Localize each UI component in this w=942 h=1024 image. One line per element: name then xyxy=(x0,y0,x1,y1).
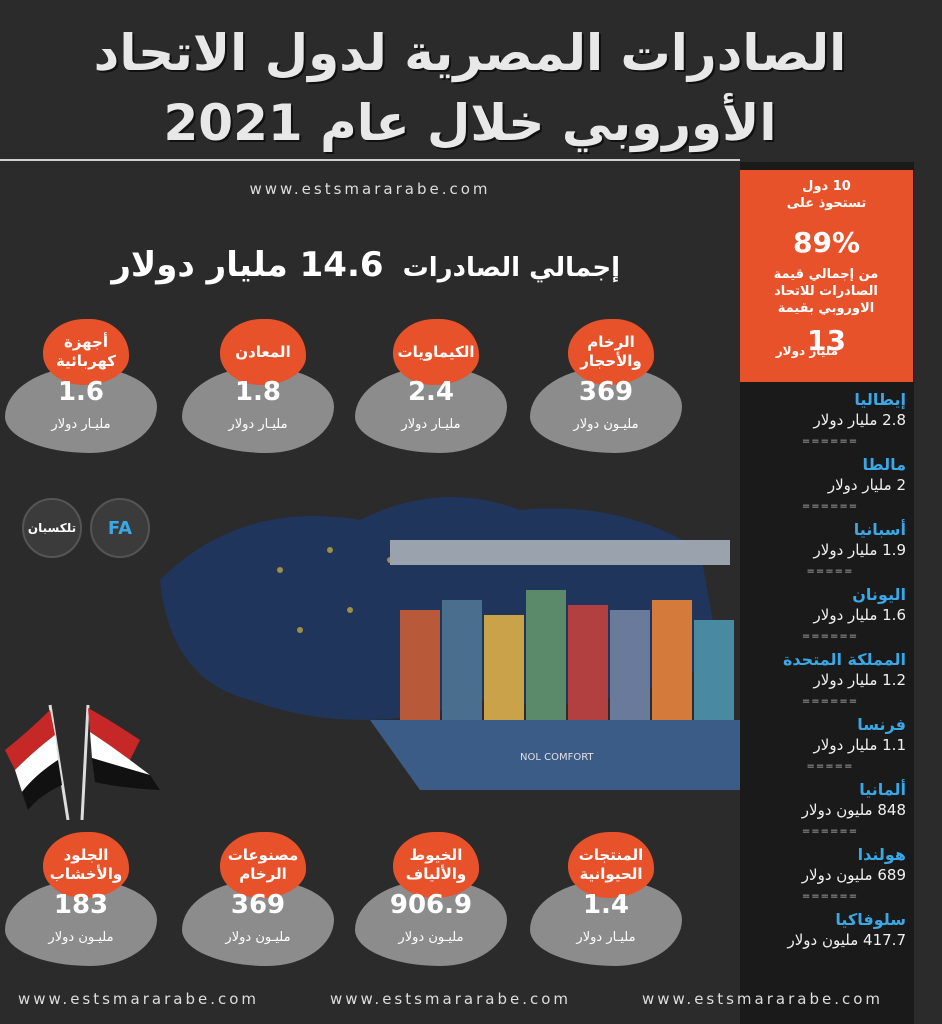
title-line-1: الصادرات المصرية لدول الاتحاد xyxy=(93,24,847,82)
separator: ===== xyxy=(806,566,854,577)
card-label: الرخام والأحجار xyxy=(568,319,654,385)
card-unit: مليـار دولار xyxy=(228,417,288,432)
card-unit: مليـار دولار xyxy=(576,930,636,945)
divider xyxy=(0,159,740,161)
separator: ====== xyxy=(801,501,859,512)
card-value: 369 xyxy=(230,890,286,920)
card-label: المنتجات الحيوانية xyxy=(568,832,654,898)
country-france: فرنسا 1.1 مليار دولار xyxy=(813,715,906,754)
estsmar-logo: FA xyxy=(90,498,150,558)
card-electrical-devices: أجهزة كهربائية 1.6 مليـار دولار xyxy=(5,319,165,477)
telexban-logo: تلكسبان xyxy=(22,498,82,558)
card-value: 369 xyxy=(578,377,634,407)
total-label: إجمالي الصادرات xyxy=(402,253,620,283)
country-slovakia: سلوفاكيا 417.7 مليون دولار xyxy=(787,910,906,949)
separator: ====== xyxy=(801,826,859,837)
website-bottom-2: www.estsmararabe.com xyxy=(330,990,572,1008)
highlight-description: من إجمالي قيمة الصادرات للاتحاد الاوروبي… xyxy=(773,267,879,316)
card-value: 1.4 xyxy=(582,890,630,920)
highlight-count: 10 دول تستحوذ على xyxy=(786,179,867,211)
card-value: 2.4 xyxy=(407,377,455,407)
card-label: المعادن xyxy=(220,319,306,385)
highlight-percent: 89% xyxy=(792,226,861,259)
total-exports: إجمالي الصادرات 14.6 مليار دولار xyxy=(60,245,620,285)
page-title: الصادرات المصرية لدول الاتحاد الأوروبي خ… xyxy=(40,18,900,158)
highlight-amount-unit: مليار دولار xyxy=(775,344,838,358)
card-marble-products: مصنوعات الرخام 369 مليـون دولار xyxy=(182,832,342,990)
card-unit: مليـون دولار xyxy=(48,930,114,945)
separator: ====== xyxy=(801,631,859,642)
card-label: أجهزة كهربائية xyxy=(43,319,129,385)
highlight-amount: 13 xyxy=(807,324,846,357)
card-leather-wood: الجلود والأخشاب 183 مليـون دولار xyxy=(5,832,165,990)
separator: ====== xyxy=(801,436,859,447)
card-metals: المعادن 1.8 مليـار دولار xyxy=(182,319,342,477)
country-malta: مالطا 2 مليار دولار xyxy=(827,455,906,494)
country-netherlands: هولندا 689 مليون دولار xyxy=(801,845,906,884)
country-greece: اليونان 1.6 مليار دولار xyxy=(813,585,906,624)
card-unit: مليـون دولار xyxy=(225,930,291,945)
title-line-2: الأوروبي خلال عام 2021 xyxy=(163,94,777,152)
card-unit: مليـار دولار xyxy=(51,417,111,432)
website-top: www.estsmararabe.com xyxy=(249,180,491,198)
card-unit: مليـون دولار xyxy=(398,930,464,945)
card-yarns-fibers: الخيوط والألياف 906.9 مليـون دولار xyxy=(355,832,515,990)
ship-name: NOL COMFORT xyxy=(520,752,594,763)
card-unit: مليـون دولار xyxy=(573,417,639,432)
separator: ====== xyxy=(801,891,859,902)
country-spain: أسبانيا 1.9 مليار دولار xyxy=(813,520,906,559)
card-marble-stones: الرخام والأحجار 369 مليـون دولار xyxy=(530,319,690,477)
website-bottom-3: www.estsmararabe.com xyxy=(642,990,884,1008)
country-germany: ألمانيا 848 مليون دولار xyxy=(801,780,906,819)
country-united-kingdom: المملكة المتحدة 1.2 مليار دولار xyxy=(782,650,906,689)
separator: ===== xyxy=(806,761,854,772)
card-animal-products: المنتجات الحيوانية 1.4 مليـار دولار xyxy=(530,832,690,990)
website-bottom-1: www.estsmararabe.com xyxy=(18,990,260,1008)
europe-map-ship-illustration: NOL COMFORT xyxy=(160,497,760,790)
separator: ====== xyxy=(801,696,859,707)
card-value: 906.9 xyxy=(389,890,473,920)
highlight-box: 10 دول تستحوذ على 89% من إجمالي قيمة الص… xyxy=(740,170,913,382)
total-value: 14.6 مليار دولار xyxy=(111,245,384,285)
card-label: الجلود والأخشاب xyxy=(43,832,129,898)
card-chemicals: الكيماويات 2.4 مليـار دولار xyxy=(355,319,515,477)
card-label: الخيوط والألياف xyxy=(393,832,479,898)
card-value: 183 xyxy=(53,890,109,920)
card-label: مصنوعات الرخام xyxy=(220,832,306,898)
card-value: 1.6 xyxy=(57,377,105,407)
card-value: 1.8 xyxy=(234,377,282,407)
country-italy: إيطاليا 2.8 مليار دولار xyxy=(813,390,906,429)
card-label: الكيماويات xyxy=(393,319,479,385)
egypt-flags-icon xyxy=(5,704,160,820)
card-unit: مليـار دولار xyxy=(401,417,461,432)
